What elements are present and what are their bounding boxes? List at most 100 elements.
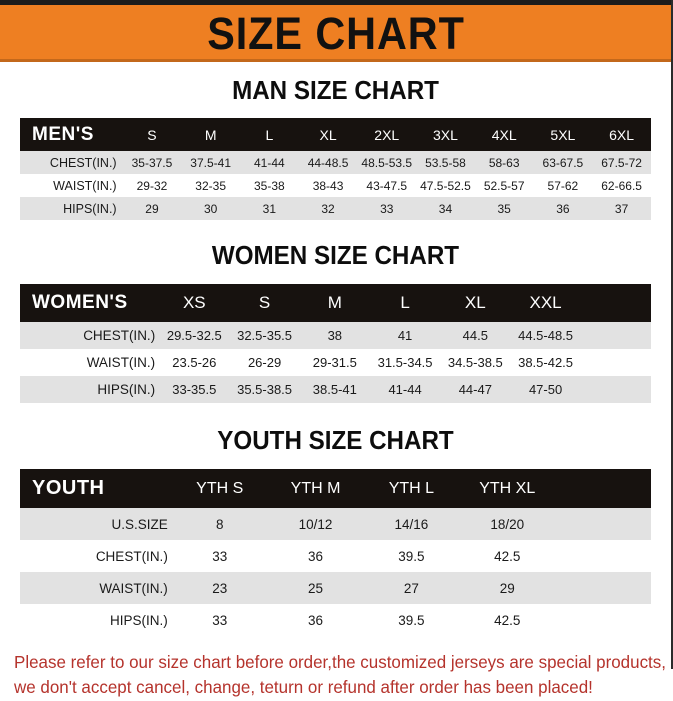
cell-spacer: [581, 349, 651, 376]
row-label-women-1: WAIST(IN.): [86, 355, 156, 370]
column-header-spacer: [581, 284, 651, 322]
cell-women-0-3: 41: [397, 328, 413, 343]
banner-shadow: [0, 59, 671, 62]
cell-man-1-1: 32-35: [195, 178, 226, 193]
cell-man-2-3: 32: [321, 201, 335, 216]
cell-youth-3-3: 42.5: [494, 612, 521, 628]
cell-man-1-3: 38-43: [312, 178, 344, 193]
table-women-size-chart: WOMEN'S XS S M L XL XXL CHEST(IN.) 29.5-32.5 32.…: [20, 284, 651, 403]
column-header-women-1: S: [258, 293, 271, 312]
cell-youth-2-3: 29: [499, 580, 515, 596]
cell-man-0-7: 63-67.5: [542, 155, 584, 170]
cell-man-1-4: 43-47.5: [366, 178, 408, 193]
column-header-women-3: L: [400, 293, 410, 312]
cell-man-1-5: 47.5-52.5: [420, 178, 471, 193]
table-man-corner-label: MEN'S: [32, 123, 94, 145]
cell-spacer: [555, 604, 651, 636]
cell-spacer: [555, 508, 651, 540]
cell-youth-0-0: 8: [215, 516, 224, 532]
cell-man-2-8: 37: [614, 201, 629, 216]
column-header-spacer: [555, 469, 651, 508]
cell-youth-3-2: 39.5: [398, 612, 425, 628]
cell-man-0-8: 67.5-72: [601, 155, 642, 170]
table-man-body: CHEST(IN.) 35-37.5 37.5-41 41-44 44-48.5 48.5…: [20, 151, 651, 220]
section-title-women: WOMEN SIZE CHART: [211, 240, 460, 270]
cell-man-2-4: 33: [380, 201, 394, 216]
table-women-body: CHEST(IN.) 29.5-32.5 32.5-35.5 38 41 44.5 44.5…: [20, 322, 651, 403]
table-row: WAIST(IN.) 29-32 32-35 35-38 38-43 43-47.5 47.…: [20, 174, 651, 197]
cell-man-1-2: 35-38: [254, 178, 285, 193]
cell-man-2-7: 36: [556, 201, 570, 216]
column-header-man-3: XL: [319, 126, 337, 143]
column-header-man-0: S: [147, 126, 157, 143]
cell-women-1-2: 29-31.5: [312, 355, 357, 370]
column-header-man-7: 5XL: [550, 126, 576, 143]
row-label-man-2: HIPS(IN.): [63, 201, 117, 216]
row-label-youth-0: U.S.SIZE: [111, 516, 168, 532]
cell-women-1-3: 31.5-34.5: [377, 355, 433, 370]
row-label-youth-1: CHEST(IN.): [95, 548, 168, 564]
column-header-women-2: M: [327, 293, 342, 312]
table-youth-body: U.S.SIZE 8 10/12 14/16 18/20 CHEST(IN.) 33 36 39…: [20, 508, 651, 636]
cell-women-0-4: 44.5: [462, 328, 488, 343]
cell-youth-2-2: 27: [403, 580, 419, 596]
cell-women-0-2: 38: [327, 328, 343, 343]
footer-line-1: Please refer to our size chart before or…: [14, 652, 666, 672]
cell-man-1-7: 57-62: [547, 178, 579, 193]
cell-youth-1-2: 39.5: [398, 548, 425, 564]
column-header-man-8: 6XL: [609, 126, 635, 143]
footer-line-2: we don't accept cancel, change, teturn o…: [14, 677, 593, 698]
table-row: HIPS(IN.) 33 36 39.5 42.5: [20, 604, 651, 636]
column-header-women-4: XL: [464, 293, 486, 312]
row-label-man-0: CHEST(IN.): [49, 155, 117, 170]
table-women-header-row: WOMEN'S XS S M L XL XXL: [20, 284, 651, 322]
cell-women-1-5: 38.5-42.5: [518, 355, 574, 370]
cell-man-2-0: 29: [145, 201, 159, 216]
cell-man-0-2: 41-44: [254, 155, 285, 170]
row-label-women-2: HIPS(IN.): [97, 382, 156, 397]
table-women-corner-label: WOMEN'S: [32, 292, 128, 313]
table-youth-corner-label: YOUTH: [32, 477, 105, 499]
cell-youth-0-1: 10/12: [298, 516, 333, 532]
cell-spacer: [581, 322, 651, 349]
cell-man-0-0: 35-37.5: [131, 155, 173, 170]
column-header-man-6: 4XL: [491, 126, 517, 143]
cell-man-2-2: 31: [262, 201, 277, 216]
column-header-youth-1: YTH M: [290, 479, 341, 497]
cell-youth-0-3: 18/20: [490, 516, 525, 532]
column-header-man-4: 2XL: [374, 126, 400, 143]
table-man-size-chart: MEN'S S M L XL 2XL 3XL 4XL 5XL 6XL CHEST(IN.) 35-3…: [20, 118, 651, 220]
table-row: WAIST(IN.) 23 25 27 29: [20, 572, 651, 604]
cell-women-0-0: 29.5-32.5: [166, 328, 222, 343]
top-black-strip: [0, 0, 671, 5]
column-header-man-1: M: [204, 126, 217, 143]
table-man-head: MEN'S S M L XL 2XL 3XL 4XL 5XL 6XL: [20, 118, 651, 151]
table-man-header-row: MEN'S S M L XL 2XL 3XL 4XL 5XL 6XL: [20, 118, 651, 151]
cell-women-0-5: 44.5-48.5: [518, 328, 574, 343]
cell-spacer: [581, 376, 651, 403]
cell-youth-2-1: 25: [308, 580, 324, 596]
cell-man-0-3: 44-48.5: [307, 155, 349, 170]
column-header-youth-0: YTH S: [196, 479, 244, 497]
column-header-youth-3: YTH XL: [479, 479, 536, 497]
section-youth: YOUTH SIZE CHART YOUTH YTH S YTH M YTH L YTH…: [0, 425, 671, 636]
row-label-youth-3: HIPS(IN.): [110, 612, 168, 628]
cell-women-2-2: 38.5-41: [312, 382, 357, 397]
cell-man-2-1: 30: [203, 201, 218, 216]
cell-women-2-3: 41-44: [388, 382, 422, 397]
cell-women-1-0: 23.5-26: [172, 355, 217, 370]
cell-youth-1-3: 42.5: [494, 548, 521, 564]
table-youth-header-row: YOUTH YTH S YTH M YTH L YTH XL: [20, 469, 651, 508]
cell-man-0-5: 53.5-58: [425, 155, 466, 170]
table-row: HIPS(IN.) 33-35.5 35.5-38.5 38.5-41 41-44 44-…: [20, 376, 651, 403]
table-row: CHEST(IN.) 35-37.5 37.5-41 41-44 44-48.5 48.5…: [20, 151, 651, 174]
column-header-women-0: XS: [182, 293, 206, 312]
section-women: WOMEN SIZE CHART WOMEN'S XS S M L XL XXL CHEST…: [0, 240, 671, 403]
table-women-head: WOMEN'S XS S M L XL XXL: [20, 284, 651, 322]
table-row: CHEST(IN.) 29.5-32.5 32.5-35.5 38 41 44.5 44.5…: [20, 322, 651, 349]
cell-women-2-4: 44-47: [458, 382, 492, 397]
cell-women-1-1: 26-29: [247, 355, 282, 370]
column-header-women-5: XXL: [529, 293, 562, 312]
table-row: HIPS(IN.) 29 30 31 32 33 34 35 36 37: [20, 197, 651, 220]
cell-man-0-4: 48.5-53.5: [361, 155, 413, 170]
